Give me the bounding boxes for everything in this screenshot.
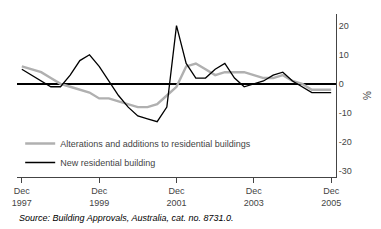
svg-text:Dec2005: Dec2005 (321, 186, 341, 208)
svg-text:Dec2001: Dec2001 (166, 186, 186, 208)
svg-text:20: 20 (339, 21, 349, 31)
svg-text:-20: -20 (339, 137, 352, 147)
svg-text:10: 10 (339, 50, 349, 60)
svg-text:-30: -30 (339, 166, 352, 176)
svg-text:Dec1997: Dec1997 (12, 186, 32, 208)
svg-text:%: % (362, 91, 373, 100)
svg-text:Source: Building Approvals, Au: Source: Building Approvals, Australia, c… (19, 213, 233, 223)
svg-text:Dec2003: Dec2003 (244, 186, 264, 208)
svg-text:Dec1999: Dec1999 (89, 186, 109, 208)
svg-text:New residential building: New residential building (60, 158, 155, 168)
svg-text:Alterations and additions to r: Alterations and additions to residential… (60, 139, 251, 149)
svg-text:-10: -10 (339, 108, 352, 118)
svg-text:0: 0 (339, 79, 344, 89)
